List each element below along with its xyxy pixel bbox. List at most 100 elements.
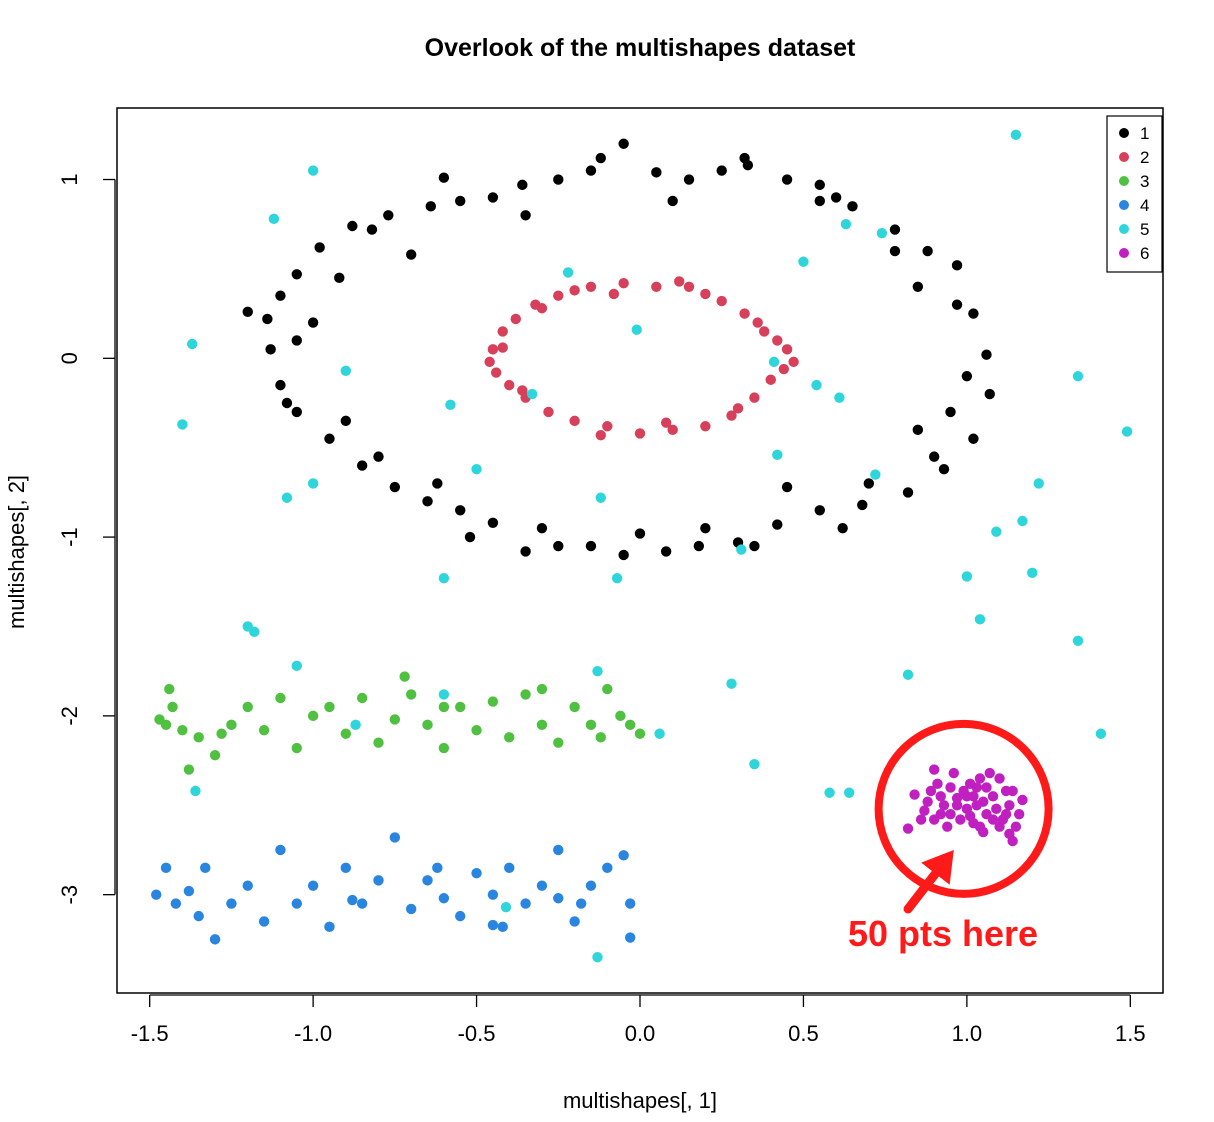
data-point xyxy=(749,392,760,403)
data-point xyxy=(984,388,995,400)
data-point xyxy=(974,773,986,784)
data-point xyxy=(618,138,629,149)
series-2 xyxy=(484,276,799,441)
data-point xyxy=(177,419,188,430)
data-point xyxy=(700,421,711,432)
data-point xyxy=(366,224,378,235)
data-point xyxy=(922,245,933,257)
data-point xyxy=(608,288,620,300)
data-point xyxy=(1013,809,1025,820)
data-point xyxy=(340,728,352,739)
data-point xyxy=(334,272,345,284)
data-point xyxy=(425,201,436,212)
data-point xyxy=(265,344,276,355)
y-axis-label: multishapes[, 2] xyxy=(4,475,29,629)
data-point xyxy=(814,505,825,516)
data-point xyxy=(964,810,976,822)
legend-swatch xyxy=(1119,248,1129,258)
data-point xyxy=(768,356,780,368)
data-point xyxy=(634,528,646,539)
data-point xyxy=(863,478,875,489)
data-point xyxy=(471,463,482,475)
data-point xyxy=(631,324,642,335)
data-point xyxy=(438,573,450,584)
data-point xyxy=(569,415,580,427)
data-point xyxy=(909,789,920,800)
data-point xyxy=(520,689,531,700)
data-point xyxy=(553,737,564,748)
data-point xyxy=(151,889,162,900)
data-point xyxy=(307,710,319,722)
data-point xyxy=(183,885,195,897)
data-point xyxy=(781,481,793,493)
data-point xyxy=(575,898,587,909)
data-point xyxy=(307,478,319,489)
data-point xyxy=(455,505,466,516)
data-point xyxy=(618,278,629,289)
data-point xyxy=(902,669,914,680)
data-point xyxy=(772,335,783,346)
data-point xyxy=(772,519,783,530)
y-tick-label: 0 xyxy=(57,352,82,364)
data-point xyxy=(242,306,253,318)
data-point xyxy=(520,210,531,221)
data-point xyxy=(651,281,662,292)
data-point xyxy=(455,701,466,713)
data-point xyxy=(249,626,260,638)
data-point xyxy=(951,299,963,310)
data-point xyxy=(291,742,302,754)
data-point xyxy=(592,952,603,963)
data-point xyxy=(504,379,515,391)
data-point xyxy=(517,385,528,396)
data-point xyxy=(987,814,999,825)
data-point xyxy=(847,201,858,212)
data-point xyxy=(1027,567,1038,579)
data-point xyxy=(258,724,270,736)
chart-title: Overlook of the multishapes dataset xyxy=(425,34,856,62)
data-point xyxy=(912,424,924,436)
highlight-circle xyxy=(874,719,1053,898)
data-point xyxy=(275,692,286,704)
series-4 xyxy=(151,832,636,945)
data-point xyxy=(226,719,237,731)
data-point xyxy=(291,898,302,909)
data-point xyxy=(520,546,531,557)
data-point xyxy=(844,787,855,798)
data-point xyxy=(438,742,450,754)
data-point xyxy=(242,880,253,891)
data-point xyxy=(432,478,443,489)
data-point xyxy=(383,210,394,221)
data-point xyxy=(1007,785,1018,797)
data-point xyxy=(602,862,613,874)
data-point xyxy=(772,449,783,461)
x-tick-label: 0.0 xyxy=(625,1021,656,1046)
data-point xyxy=(170,898,182,909)
data-point xyxy=(520,898,531,909)
data-point xyxy=(732,403,744,414)
data-point xyxy=(356,692,368,704)
data-point xyxy=(811,379,822,391)
data-point xyxy=(968,791,979,802)
data-point xyxy=(350,719,361,731)
data-point xyxy=(765,374,776,385)
plot-frame xyxy=(116,107,1164,994)
data-point xyxy=(948,767,959,779)
data-point xyxy=(968,433,979,444)
data-point xyxy=(634,428,646,439)
data-point xyxy=(932,778,943,790)
data-point xyxy=(536,880,548,891)
x-tick-label: -1.5 xyxy=(131,1021,169,1046)
data-point xyxy=(602,421,613,432)
data-point xyxy=(569,916,580,927)
data-point xyxy=(373,737,384,748)
data-point xyxy=(585,719,597,731)
data-point xyxy=(1121,426,1133,437)
data-point xyxy=(517,179,528,191)
legend-swatch xyxy=(1119,152,1129,162)
data-point xyxy=(889,245,901,257)
data-point xyxy=(902,823,914,834)
y-tick-label: -3 xyxy=(57,885,82,905)
data-point xyxy=(984,767,995,779)
data-point xyxy=(602,683,613,695)
data-point xyxy=(536,683,548,695)
